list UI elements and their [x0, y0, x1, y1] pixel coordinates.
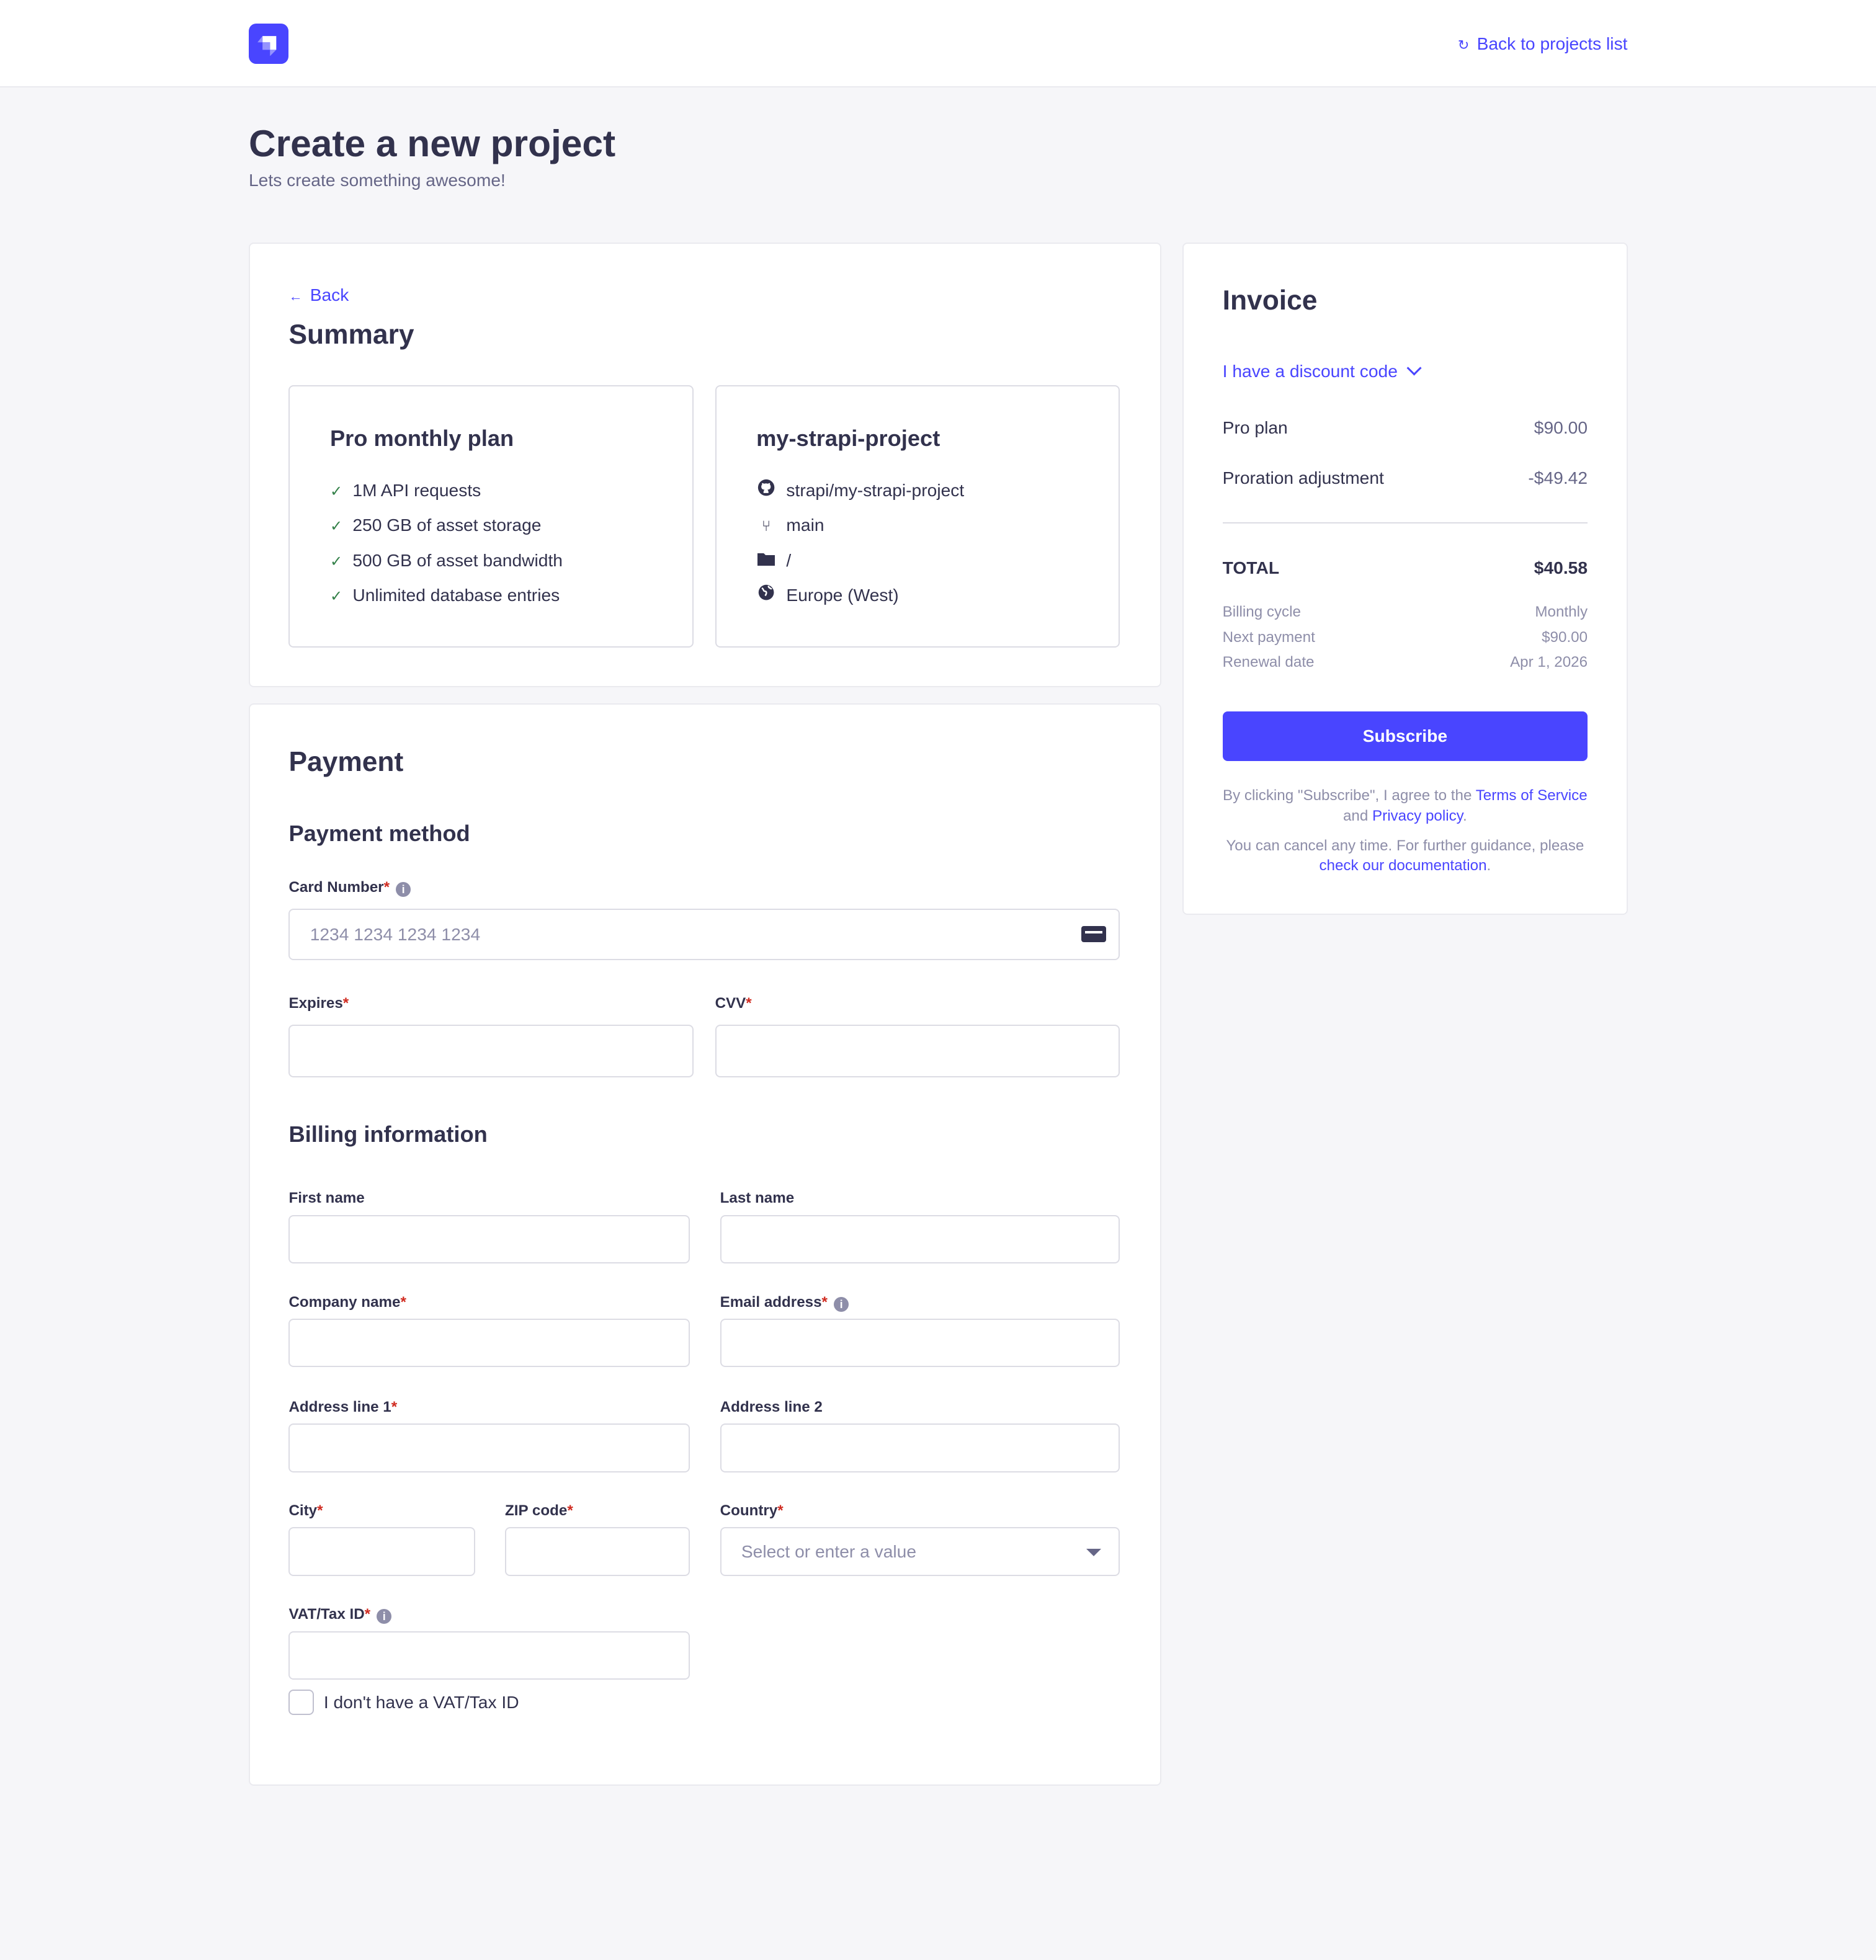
plan-feature: ✓ 250 GB of asset storage [329, 515, 542, 535]
no-vat-label[interactable]: I don't have a VAT/Tax ID [323, 1692, 519, 1713]
zip-label: ZIP code* [505, 1502, 573, 1519]
address2-label: Address line 2 [720, 1398, 823, 1415]
detail-value: Monthly [1535, 604, 1588, 621]
detail-label: Next payment [1222, 628, 1315, 646]
credit-card-icon [1081, 926, 1107, 943]
check-icon: ✓ [329, 518, 343, 535]
chevron-down-icon [1406, 360, 1422, 376]
company-input[interactable] [288, 1318, 690, 1368]
subscribe-button[interactable]: Subscribe [1222, 711, 1588, 762]
last-name-label: Last name [720, 1190, 795, 1207]
plan-feature: ✓ Unlimited database entries [329, 584, 560, 605]
line-label: Pro plan [1222, 417, 1288, 437]
plan-card [288, 385, 694, 648]
arrow-left-icon: ← [288, 288, 303, 305]
back-to-projects-link[interactable]: ↻ Back to projects list [1457, 33, 1628, 54]
info-icon[interactable]: i [396, 881, 411, 897]
email-input[interactable] [720, 1318, 1120, 1368]
git-branch-icon: ⑂ [761, 518, 771, 535]
detail-label: Billing cycle [1222, 604, 1301, 621]
summary-title: Summary [288, 319, 414, 350]
last-name-input[interactable] [720, 1214, 1120, 1264]
back-link[interactable]: ← Back [288, 285, 349, 305]
address1-input[interactable] [288, 1423, 690, 1472]
country-label: Country* [720, 1502, 784, 1519]
total-value: $40.58 [1534, 557, 1588, 577]
check-icon: ✓ [329, 483, 343, 500]
top-bar [0, 0, 1876, 88]
discount-code-toggle[interactable]: I have a discount code [1223, 359, 1422, 383]
city-label: City* [288, 1502, 323, 1519]
page-subtitle: Lets create something awesome! [248, 170, 506, 190]
country-select[interactable] [720, 1527, 1120, 1576]
first-name-label: First name [288, 1190, 365, 1207]
card-number-input[interactable] [288, 908, 1120, 960]
address2-input[interactable] [720, 1423, 1120, 1472]
city-input[interactable] [288, 1527, 475, 1576]
payment-title: Payment [288, 746, 404, 777]
company-label: Company name* [288, 1293, 406, 1311]
vat-label: VAT/Tax ID* i [288, 1605, 392, 1624]
first-name-input[interactable] [288, 1214, 690, 1264]
invoice-title: Invoice [1222, 285, 1318, 316]
project-repo: strapi/my-strapi-project [756, 478, 964, 502]
terms-link[interactable]: Terms of Service [1475, 787, 1588, 804]
plan-feature: ✓ 1M API requests [329, 479, 481, 500]
total-label: TOTAL [1222, 557, 1280, 577]
documentation-link[interactable]: check our documentation [1319, 857, 1487, 875]
github-icon [756, 478, 776, 502]
invoice-card [1182, 242, 1628, 915]
payment-method-title: Payment method [288, 820, 470, 846]
project-title: my-strapi-project [756, 425, 940, 452]
divider [1222, 522, 1588, 524]
billing-title: Billing information [288, 1121, 488, 1147]
detail-value: Apr 1, 2026 [1510, 653, 1588, 670]
cvv-input[interactable] [715, 1025, 1120, 1077]
plan-feature: ✓ 500 GB of asset bandwidth [329, 550, 563, 570]
page-title: Create a new project [248, 122, 616, 165]
check-icon: ✓ [329, 553, 343, 570]
privacy-link[interactable]: Privacy policy [1372, 807, 1463, 824]
plan-title: Pro monthly plan [329, 425, 514, 452]
info-icon[interactable]: i [834, 1296, 849, 1312]
project-path: / [756, 548, 791, 572]
line-value: -$49.42 [1528, 467, 1588, 488]
globe-icon [756, 582, 776, 607]
zip-input[interactable] [505, 1527, 690, 1576]
refresh-arrow-icon: ↻ [1457, 37, 1470, 53]
detail-value: $90.00 [1542, 628, 1588, 646]
address1-label: Address line 1* [288, 1398, 398, 1415]
expires-input[interactable] [288, 1025, 694, 1077]
terms-text: By clicking "Subscribe", I agree to the … [1222, 787, 1588, 824]
line-label: Proration adjustment [1222, 467, 1384, 488]
caret-down-icon[interactable] [1086, 1548, 1102, 1556]
detail-label: Renewal date [1222, 653, 1315, 670]
folder-icon [756, 548, 776, 572]
no-vat-checkbox[interactable] [288, 1690, 314, 1715]
strapi-logo[interactable] [248, 24, 289, 64]
vat-input[interactable] [288, 1631, 690, 1680]
expires-label: Expires* [288, 994, 349, 1012]
project-card [715, 385, 1120, 648]
check-icon: ✓ [329, 587, 343, 605]
email-label: Email address* i [720, 1293, 849, 1312]
card-number-label: Card Number* i [288, 878, 411, 898]
cancel-text: You can cancel any time. For further gui… [1226, 837, 1584, 875]
project-region: Europe (West) [756, 582, 899, 607]
cvv-label: CVV* [715, 994, 752, 1012]
project-branch: ⑂ main [756, 512, 824, 539]
info-icon[interactable]: i [377, 1609, 392, 1624]
line-value: $90.00 [1534, 417, 1588, 437]
